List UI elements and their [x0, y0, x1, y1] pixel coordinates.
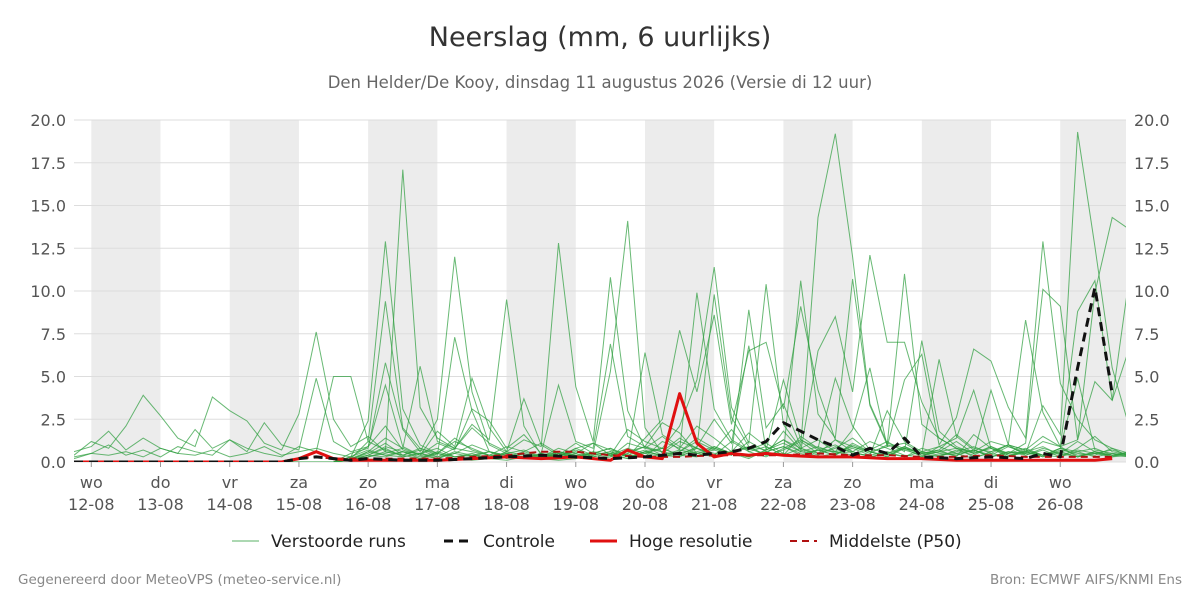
x-tick-day: wo: [1049, 473, 1072, 492]
x-tick-date: 20-08: [622, 495, 669, 514]
x-tick-day: wo: [80, 473, 103, 492]
y-tick-label-left: 10.0: [30, 282, 66, 301]
x-tick-date: 14-08: [206, 495, 253, 514]
legend: Verstoorde runs Controle Hoge resolutie Mid…: [232, 532, 962, 552]
footer-source: Bron: ECMWF AIFS/KNMI Ens: [989, 572, 1182, 588]
ensemble-run-line: [74, 131, 1126, 456]
y-tick-label-left: 15.0: [30, 197, 66, 216]
control-line: [74, 286, 1114, 462]
legend-label: Hoge resolutie: [629, 532, 753, 552]
x-tick-date: 24-08: [899, 495, 946, 514]
y-axis-left: 0.0 2.5 5.0 7.5 10.0 12.5 15.0 17.5 20.0: [30, 111, 66, 472]
y-axis-right: 0.0 2.5 5.0 7.5 10.0 12.5 15.0 17.5 20.0: [1134, 111, 1170, 472]
x-tick-date: 26-08: [1037, 495, 1084, 514]
y-tick-label-left: 12.5: [30, 239, 66, 258]
x-tick-date: 13-08: [137, 495, 184, 514]
ensemble-run-line: [74, 446, 1126, 458]
y-tick-label-right: 5.0: [1134, 368, 1159, 387]
high-resolution-line: [74, 392, 1113, 462]
x-tick-day: za: [774, 473, 792, 492]
ensemble-run-line: [74, 352, 1126, 460]
legend-label: Controle: [483, 532, 555, 552]
y-tick-label-right: 15.0: [1134, 197, 1170, 216]
y-tick-label-left: 20.0: [30, 111, 66, 130]
x-tick-day: do: [151, 473, 171, 492]
x-tick-date: 16-08: [345, 495, 392, 514]
x-tick-date: 22-08: [760, 495, 807, 514]
x-tick-day: vr: [222, 473, 238, 492]
x-tick-day: zo: [359, 473, 377, 492]
x-tick-date: 18-08: [483, 495, 530, 514]
y-tick-label-right: 10.0: [1134, 282, 1170, 301]
legend-high-resolution: Hoge resolutie: [590, 532, 753, 552]
legend-median: Middelste (P50): [790, 532, 962, 552]
x-tick-date: 15-08: [276, 495, 323, 514]
x-tick-date: 12-08: [68, 495, 115, 514]
footer-generator: Gegenereerd door MeteoVPS (meteo-service…: [18, 572, 342, 588]
y-tick-label-right: 7.5: [1134, 325, 1159, 344]
x-tick-date: 25-08: [968, 495, 1015, 514]
y-tick-label-right: 0.0: [1134, 453, 1159, 472]
y-tick-label-left: 5.0: [41, 368, 66, 387]
x-tick-day: vr: [706, 473, 722, 492]
x-axis: wo 12-08 do 13-08 vr 14-08 za 15-08 zo 16-08 ma 17-…: [68, 462, 1084, 514]
y-tick-label-left: 7.5: [41, 325, 66, 344]
x-tick-day: ma: [425, 473, 450, 492]
x-tick-day: ma: [909, 473, 934, 492]
x-tick-day: wo: [564, 473, 587, 492]
x-tick-date: 21-08: [691, 495, 738, 514]
chart-subtitle: Den Helder/De Kooy, dinsdag 11 augustus …: [327, 73, 873, 92]
y-tick-label-left: 17.5: [30, 154, 66, 173]
legend-label: Verstoorde runs: [271, 532, 406, 552]
legend-ensemble: Verstoorde runs: [232, 532, 406, 552]
main-series: [74, 286, 1114, 462]
x-tick-date: 23-08: [829, 495, 876, 514]
chart-title: Neerslag (mm, 6 uurlijks): [428, 22, 772, 53]
y-tick-label-right: 17.5: [1134, 154, 1170, 173]
legend-label: Middelste (P50): [829, 532, 962, 552]
x-tick-date: 19-08: [553, 495, 600, 514]
legend-control: Controle: [444, 532, 555, 552]
y-tick-label-right: 2.5: [1134, 410, 1159, 429]
x-tick-day: di: [984, 473, 999, 492]
x-tick-day: di: [499, 473, 514, 492]
y-tick-label-right: 12.5: [1134, 239, 1170, 258]
ensemble-run-line: [74, 279, 1126, 456]
x-tick-date: 17-08: [414, 495, 461, 514]
x-tick-day: do: [635, 473, 655, 492]
y-tick-label-left: 2.5: [41, 410, 66, 429]
y-tick-label-left: 0.0: [41, 453, 66, 472]
x-tick-day: zo: [844, 473, 862, 492]
x-tick-day: za: [290, 473, 308, 492]
ensemble-run-line: [74, 301, 1126, 462]
y-tick-label-right: 20.0: [1134, 111, 1170, 130]
ensemble-run-line: [74, 220, 1126, 462]
